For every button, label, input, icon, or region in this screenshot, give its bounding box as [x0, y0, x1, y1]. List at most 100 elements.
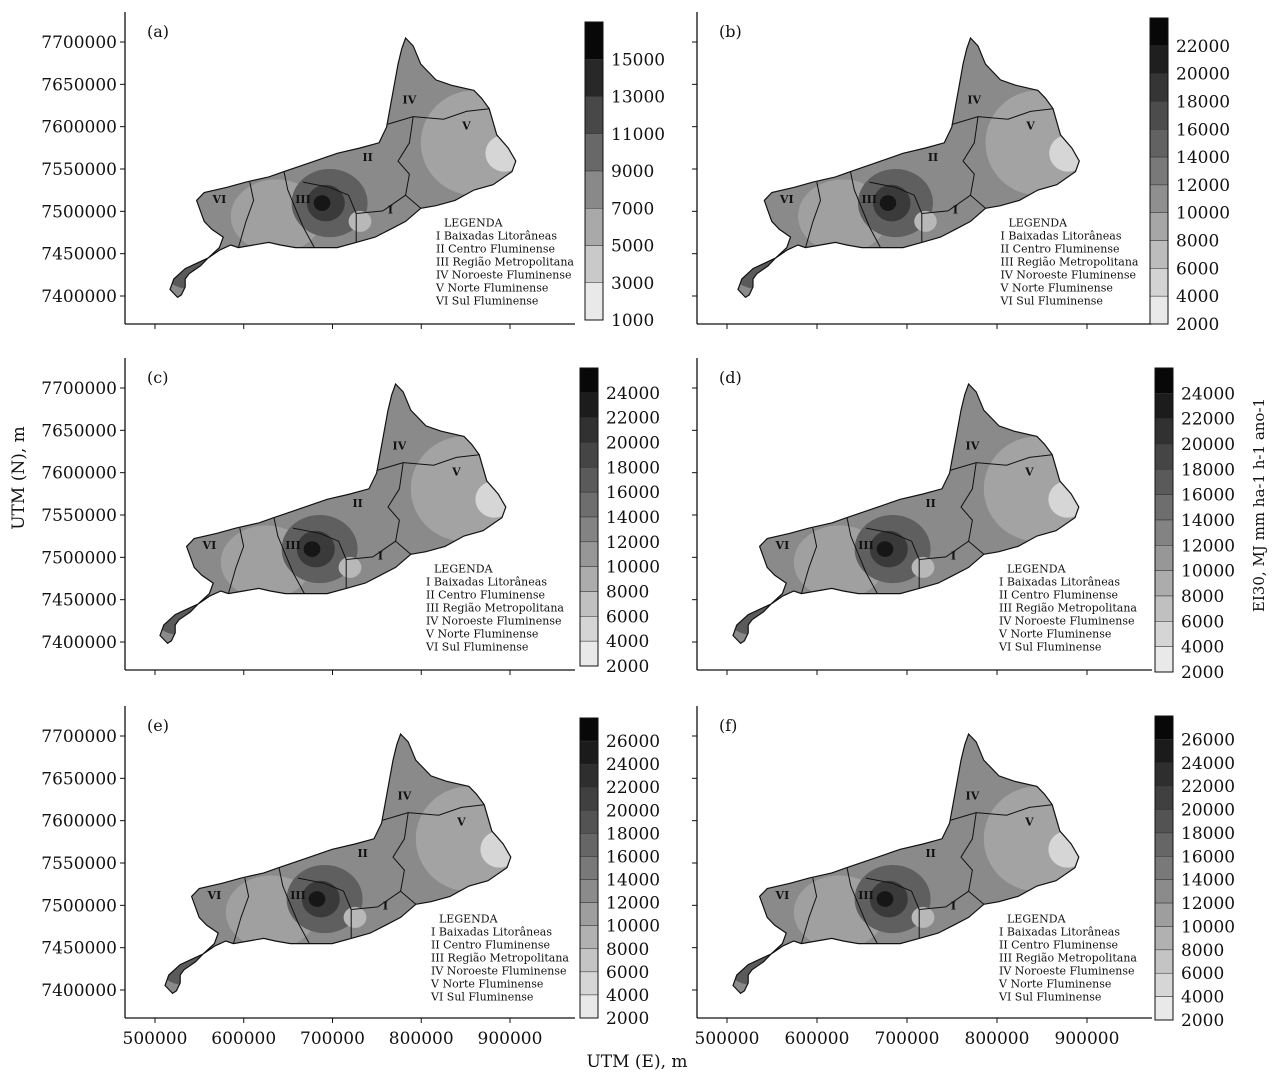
y-tick-label: 7700000 [41, 33, 117, 53]
colorbar-band [1149, 156, 1169, 186]
colorbar-tick-label: 5000 [611, 237, 654, 257]
colorbar-band [579, 541, 599, 567]
y-tick-label: 7500000 [41, 548, 117, 568]
colorbar-tick-label: 22000 [606, 778, 660, 798]
region-label: IV [966, 790, 980, 803]
y-tick-label: 7650000 [41, 421, 117, 441]
colorbar-band [579, 810, 599, 834]
region-label: V [1024, 466, 1034, 479]
map-zone-darkest [879, 195, 897, 211]
colorbar-tick-label: 22000 [1181, 777, 1235, 797]
colorbar-tick-label: 20000 [1181, 801, 1235, 821]
colorbar-tick-label: 8000 [606, 940, 649, 960]
colorbar-band [1154, 739, 1174, 764]
colorbar-band [1149, 268, 1169, 297]
region-label: I [951, 550, 956, 563]
colorbar-tick-label: 24000 [1181, 384, 1235, 404]
region-label: V [1025, 120, 1035, 133]
colorbar-tick-label: 20000 [606, 434, 660, 454]
legend-item: IV Noroeste Fluminense [999, 615, 1135, 628]
region-label: VI [202, 539, 217, 552]
region-border [962, 116, 986, 209]
colorbar-tick-label: 10000 [1176, 204, 1230, 224]
region-label: I [953, 204, 958, 217]
colorbar-tick-label: 26000 [606, 732, 660, 752]
region-border [865, 527, 920, 589]
legend-item: II Centro Fluminense [999, 589, 1118, 602]
colorbar-tick-label: 4000 [1176, 287, 1219, 307]
map-zone-light [420, 90, 516, 196]
map-outline [164, 732, 512, 995]
region-border [297, 877, 352, 939]
colorbar-tick-label: 3000 [611, 274, 654, 294]
region-border [386, 108, 490, 125]
region-label: III [862, 193, 877, 206]
panel-label: (f) [719, 716, 737, 735]
y-tick-label: 7550000 [41, 506, 117, 526]
region-label: III [290, 889, 305, 902]
colorbar-band [1154, 570, 1174, 597]
map-outline [159, 382, 507, 645]
region-border [919, 890, 969, 910]
map-outline [737, 36, 1080, 299]
legend-item: V Norte Fluminense [435, 282, 548, 295]
region-label: V [456, 816, 466, 829]
region-label: II [928, 151, 938, 164]
colorbar-band [579, 856, 599, 880]
panel-a: 7700000 7650000 7600000 7550000 7500000 74500… [41, 12, 665, 331]
colorbar-band [584, 208, 604, 246]
region-border [921, 194, 971, 214]
colorbar-frame [584, 21, 604, 321]
region-border [805, 182, 822, 248]
x-tick-label: 700000 [300, 1029, 365, 1049]
x-tick-label: 800000 [389, 1029, 454, 1049]
legend-item: IV Noroeste Fluminense [426, 615, 562, 628]
region-label: I [951, 900, 956, 913]
region-border [869, 181, 923, 243]
colorbar-tick-label: 2000 [1181, 663, 1224, 683]
region-border [351, 890, 401, 910]
panel-label: (d) [719, 368, 742, 387]
region-border [237, 181, 255, 248]
region-border [919, 540, 969, 560]
legend-item: V Norte Fluminense [425, 628, 538, 641]
colorbar-band [1154, 996, 1174, 1021]
map-zone-light [410, 436, 506, 542]
legend-item: V Norte Fluminense [998, 978, 1111, 991]
map-outline [732, 732, 1080, 995]
colorbar-tick-label: 10000 [1181, 917, 1235, 937]
x-tick-label: 500000 [123, 1029, 188, 1049]
colorbar-tick-label: 24000 [606, 755, 660, 775]
colorbar-band [579, 491, 599, 518]
region-label: V [1024, 816, 1034, 829]
legend-item: VI Sul Fluminense [1000, 295, 1103, 308]
legend-title: LEGENDA [1009, 217, 1069, 230]
region-border [949, 454, 1053, 471]
map-zone-light [348, 210, 372, 232]
region-label: III [858, 539, 873, 552]
colorbar-tick-label: 14000 [606, 871, 660, 891]
colorbar-band [1154, 926, 1174, 951]
y-tick-label: 7600000 [41, 812, 117, 832]
x-tick-label: 700000 [875, 1029, 940, 1049]
map-zone-light [911, 556, 935, 578]
region-label: II [925, 847, 935, 860]
region-label: I [383, 900, 388, 913]
region-border [865, 877, 920, 939]
region-label: III [295, 193, 310, 206]
legend-item: I Baixadas Litorâneas [436, 230, 557, 243]
region-label: IV [398, 790, 412, 803]
region-border [376, 454, 480, 471]
region-border [949, 804, 1053, 821]
x-tick-label: 500000 [695, 1029, 760, 1049]
region-label: IV [403, 94, 417, 107]
legend-item: V Norte Fluminense [998, 628, 1111, 641]
legend-item: I Baixadas Litorâneas [999, 926, 1120, 939]
map-zone-light [983, 436, 1079, 542]
colorbar-tick-label: 8000 [1176, 232, 1219, 252]
panel-label: (b) [719, 22, 742, 41]
y-tick-label: 7550000 [41, 160, 117, 180]
colorbar-band [584, 133, 604, 172]
map-zone-darkest [876, 891, 894, 907]
region-border [232, 877, 250, 944]
